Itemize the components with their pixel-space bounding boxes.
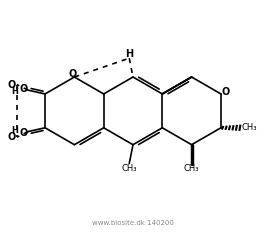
Text: CH₃: CH₃ [122, 164, 137, 172]
Text: CH₃: CH₃ [241, 123, 257, 132]
Text: H: H [125, 49, 133, 59]
Text: O: O [19, 128, 28, 138]
Text: CH₃: CH₃ [184, 164, 200, 172]
Text: O: O [7, 79, 15, 89]
Text: H: H [11, 126, 18, 135]
Text: O: O [19, 84, 28, 94]
Text: O: O [221, 87, 230, 97]
Text: www.biosite.dk 140200: www.biosite.dk 140200 [92, 220, 174, 226]
Text: O: O [68, 69, 77, 79]
Text: H: H [11, 87, 18, 96]
Text: O: O [7, 132, 15, 142]
